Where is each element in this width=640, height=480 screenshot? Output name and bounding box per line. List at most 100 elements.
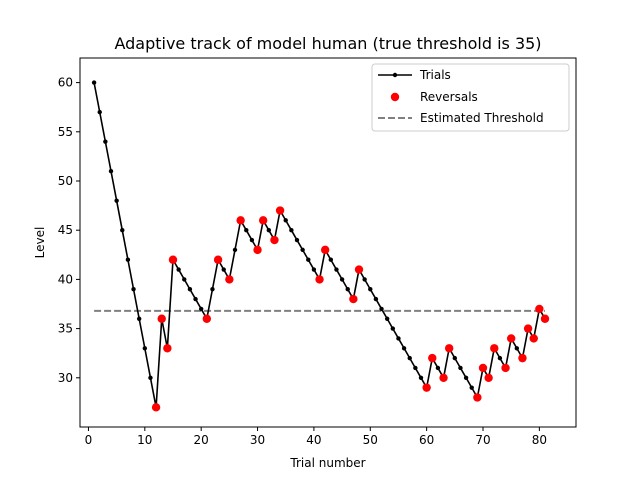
trial-point — [384, 316, 390, 321]
trial-point — [198, 306, 204, 312]
reversal-point — [213, 255, 223, 264]
trial-point — [136, 316, 142, 321]
trial-point — [283, 218, 288, 223]
trial-point — [176, 267, 181, 272]
trial-point — [373, 296, 379, 302]
y-tick-label: 35 — [58, 322, 73, 336]
trial-point — [311, 267, 317, 272]
x-axis: 0 10 20 30 40 50 60 70 80 — [85, 427, 547, 447]
trial-point — [210, 287, 215, 292]
trial-point — [148, 375, 153, 380]
legend-label-trials: Trials — [419, 68, 451, 82]
trial-point — [463, 375, 469, 380]
x-axis-label: Trial number — [289, 456, 365, 470]
trial-point — [289, 228, 294, 233]
trial-point — [418, 375, 424, 380]
reversal-point — [349, 294, 358, 304]
legend-label-reversals: Reversals — [420, 90, 478, 104]
x-tick-label: 0 — [85, 433, 93, 447]
reversal-point — [518, 353, 527, 363]
trial-point — [401, 346, 407, 351]
trial-point — [458, 365, 463, 371]
legend: Trials Reversals Estimated Threshold — [371, 63, 570, 132]
trial-point — [266, 228, 272, 233]
trial-point — [294, 237, 300, 243]
reversal-point — [157, 314, 166, 323]
reversal-point — [439, 373, 448, 382]
trial-point — [469, 385, 474, 390]
y-tick-label: 30 — [58, 371, 73, 385]
reversal-point — [320, 245, 330, 255]
trial-point — [249, 237, 255, 243]
legend-box — [371, 63, 570, 132]
trial-point — [452, 355, 458, 361]
reversal-point — [354, 265, 364, 274]
trial-point — [407, 355, 412, 361]
trial-point — [108, 168, 114, 174]
trial-point — [142, 346, 148, 351]
x-tick-label: 30 — [250, 433, 265, 447]
trial-point — [221, 267, 226, 272]
reversal-point — [270, 235, 279, 245]
reversal-point — [151, 403, 161, 412]
reversal-point — [484, 373, 493, 382]
trial-point — [91, 80, 97, 85]
trial-point — [390, 326, 396, 331]
trial-point — [193, 296, 198, 302]
trial-point — [345, 287, 350, 292]
trial-point — [362, 277, 367, 282]
x-tick-label: 60 — [419, 433, 434, 447]
y-tick-label: 60 — [58, 76, 73, 90]
reversal-point — [490, 344, 499, 353]
y-axis: 30 35 40 45 50 55 60 — [58, 76, 80, 385]
trial-point — [125, 257, 131, 262]
x-tick-label: 10 — [137, 433, 152, 447]
reversal-point — [444, 344, 454, 353]
trial-point — [114, 198, 119, 203]
trial-point — [306, 257, 311, 262]
legend-trials-marker — [392, 72, 398, 78]
plot-frame — [79, 57, 577, 428]
trial-point — [339, 277, 345, 282]
reversal-point — [540, 314, 550, 323]
reversal-point — [529, 334, 538, 343]
trial-point — [334, 267, 339, 272]
trial-point — [97, 109, 102, 115]
reversal-point — [523, 324, 533, 333]
x-tick-label: 80 — [532, 433, 547, 447]
plot-series — [91, 80, 550, 412]
reversal-point — [163, 344, 172, 353]
reversal-point — [225, 275, 234, 284]
reversal-point — [501, 363, 510, 373]
y-tick-label: 45 — [58, 223, 73, 237]
trial-point — [182, 277, 187, 282]
reversal-point — [168, 255, 178, 264]
reversal-point — [315, 275, 324, 284]
x-tick-label: 40 — [306, 433, 321, 447]
reversal-point — [473, 393, 482, 402]
x-tick-label: 70 — [475, 433, 490, 447]
legend-reversals-marker — [390, 92, 400, 102]
reversal-point — [275, 206, 285, 215]
y-tick-label: 40 — [58, 272, 73, 286]
trial-point — [379, 306, 384, 312]
reversal-point — [428, 353, 437, 363]
reversal-point — [202, 314, 212, 323]
reversal-point — [422, 383, 431, 392]
chart-title: Adaptive track of model human (true thre… — [114, 34, 541, 53]
trial-point — [131, 287, 136, 292]
reversal-point — [258, 216, 268, 225]
trial-point — [435, 365, 441, 371]
trial-point — [368, 287, 373, 292]
trial-point — [120, 228, 125, 233]
trial-point — [514, 346, 520, 351]
trial-point — [396, 336, 401, 341]
trial-point — [103, 139, 108, 144]
trial-point — [232, 247, 238, 253]
trial-point — [497, 355, 503, 361]
reversal-point — [236, 216, 245, 225]
reversal-point — [535, 304, 544, 314]
y-axis-label: Level — [33, 227, 47, 259]
reversal-point — [253, 245, 262, 255]
